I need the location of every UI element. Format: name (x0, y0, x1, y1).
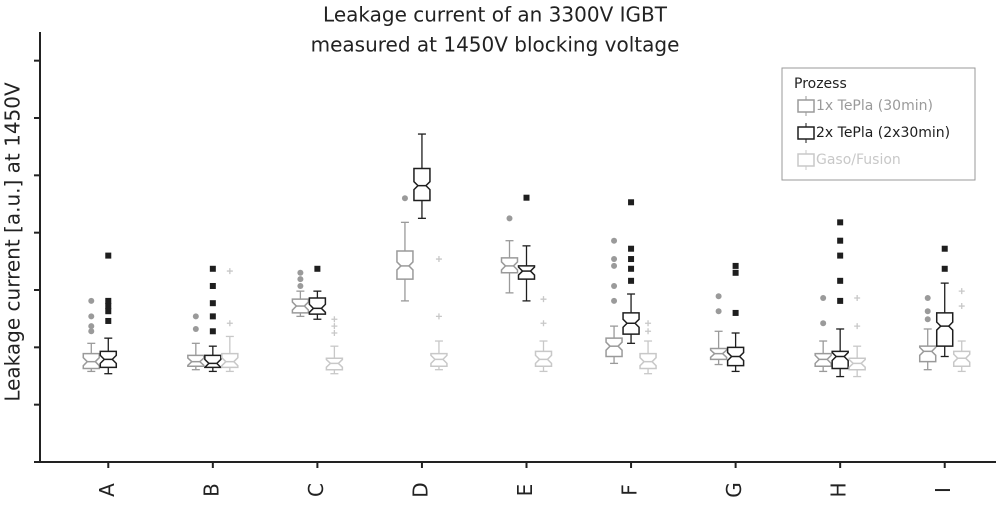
outlier (88, 323, 95, 330)
outlier (611, 256, 618, 263)
x-tick-label: C (304, 483, 328, 497)
box (831, 350, 849, 370)
outlier (297, 276, 304, 283)
outlier (209, 282, 216, 289)
outlier (105, 297, 112, 304)
outlier (611, 237, 618, 244)
outlier (958, 288, 965, 295)
x-tick-label: F (618, 484, 642, 496)
outlier (732, 269, 739, 276)
legend-title: Prozess (794, 76, 847, 92)
legend-swatch (797, 99, 815, 113)
outlier (958, 303, 965, 310)
outlier (924, 295, 931, 302)
outlier (611, 297, 618, 304)
outlier (820, 320, 827, 327)
outlier (105, 303, 112, 310)
x-tick-label: B (199, 483, 223, 497)
x-tick-label: A (95, 483, 119, 497)
outlier (854, 323, 861, 330)
legend-label: 1x TePla (30min) (816, 98, 933, 114)
box (187, 354, 205, 368)
outlier (331, 330, 338, 336)
outlier (628, 256, 635, 263)
outlier (105, 308, 112, 315)
outlier (209, 300, 216, 307)
outlier (226, 268, 233, 275)
x-tick-label: I (931, 487, 955, 493)
outlier (105, 252, 112, 259)
outlier (192, 313, 199, 320)
legend-label: Gaso/Fusion (816, 152, 901, 168)
outlier (854, 295, 861, 302)
outlier (209, 313, 216, 320)
box (918, 345, 937, 363)
x-tick-label: D (408, 482, 432, 497)
outlier (732, 262, 739, 269)
outlier (331, 323, 338, 330)
outlier (314, 265, 321, 272)
box (413, 167, 431, 202)
outlier (837, 277, 844, 284)
outlier (192, 325, 199, 332)
outlier (820, 295, 827, 302)
outlier (628, 265, 635, 272)
outlier (837, 252, 844, 259)
outlier (715, 293, 722, 300)
x-tick-label: H (827, 482, 851, 497)
legend-box (781, 67, 976, 181)
outlier (941, 245, 948, 252)
outlier (628, 245, 635, 252)
outlier (837, 219, 844, 226)
outlier (540, 320, 547, 327)
outlier (506, 215, 513, 222)
outlier (941, 265, 948, 272)
outlier (331, 316, 338, 323)
outlier (924, 308, 931, 315)
outlier (715, 308, 722, 315)
outlier (628, 199, 635, 206)
outlier (209, 265, 216, 272)
outlier (88, 313, 95, 320)
box (935, 312, 954, 347)
outlier (924, 316, 931, 323)
outlier (611, 262, 618, 269)
outlier (88, 297, 95, 304)
box (308, 297, 327, 315)
outlier (226, 320, 233, 327)
outlier (105, 317, 112, 324)
outlier (435, 313, 442, 320)
outlier (837, 237, 844, 244)
outlier (297, 282, 304, 289)
x-tick-label: E (513, 484, 537, 497)
outlier (732, 309, 739, 316)
box (517, 265, 536, 280)
outlier (523, 194, 530, 201)
legend-swatch (797, 153, 815, 167)
chart-title: measured at 1450V blocking voltage (311, 33, 680, 57)
outlier (401, 195, 408, 202)
legend-swatch (797, 126, 815, 140)
outlier (209, 328, 216, 335)
outlier (645, 328, 652, 335)
outlier (88, 328, 95, 335)
y-axis-label: Leakage current [a.u.] at 1450V (1, 82, 25, 402)
chart-title: Leakage current of an 3300V IGBT (323, 3, 668, 27)
outlier (628, 277, 635, 284)
outlier (837, 297, 844, 304)
outlier (611, 282, 618, 289)
box (221, 352, 239, 369)
outlier (435, 256, 442, 263)
x-tick-label: G (722, 482, 746, 498)
box (396, 250, 414, 280)
outlier (540, 296, 547, 303)
box (605, 337, 623, 358)
legend-label: 2x TePla (2x30min) (816, 125, 950, 141)
outlier (645, 320, 652, 327)
outlier (297, 269, 304, 276)
box (204, 354, 222, 369)
